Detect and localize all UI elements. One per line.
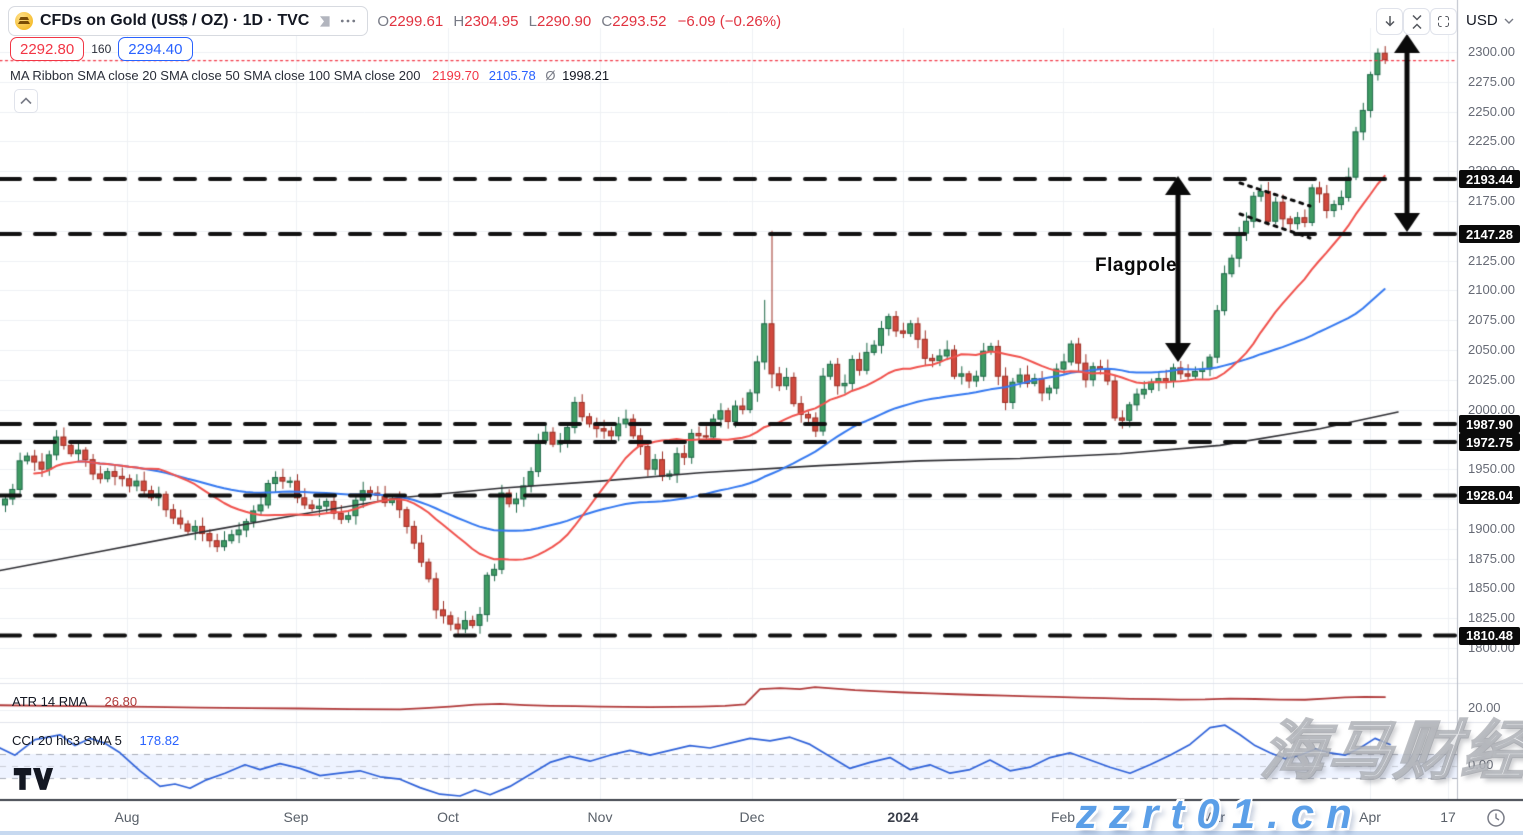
time-axis-tick: Oct [437,809,459,825]
price-level-badge[interactable]: 1810.48 [1459,626,1520,645]
price-axis-tick: 1875.00 [1468,550,1515,566]
price-axis-tick: 1950.00 [1468,461,1515,477]
time-axis-tick: Aug [114,809,140,825]
time-axis-tick: Feb [1050,809,1076,825]
flag-icon[interactable] [316,13,332,29]
price-axis-tick: 2125.00 [1468,252,1515,268]
price-level-badge[interactable]: 1972.75 [1459,433,1520,452]
time-axis-tick: Dec [739,809,765,825]
currency-label: USD [1466,12,1498,29]
avg-value: 1998.21 [562,68,610,83]
cci-axis-label: 0.00 [1468,757,1494,772]
sma50-value: 2105.78 [488,68,536,83]
high-label: H [453,12,465,30]
buy-button[interactable]: 2294.40 [118,37,193,61]
price-level-badge[interactable]: 2147.28 [1459,225,1520,244]
price-level-badge[interactable]: 1987.90 [1459,415,1520,434]
collapse-legend-button[interactable] [14,89,38,113]
sma20-value: 2199.70 [432,68,480,83]
open-label: O [377,12,389,30]
price-axis-tick: 2175.00 [1468,193,1515,208]
price-axis-tick: 2075.00 [1468,312,1515,328]
download-icon [1384,15,1395,27]
avg-symbol: Ø [545,68,556,83]
clock-icon[interactable] [1486,808,1506,828]
open-value: 2299.61 [389,12,444,30]
symbol-pill[interactable]: CFDs on Gold (US$ / OZ) · 1D · TVC [8,6,369,36]
symbol-title[interactable]: CFDs on Gold (US$ / OZ) · 1D · TVC [40,12,310,29]
price-axis-tick: 2225.00 [1468,133,1515,149]
price-axis-tick: 2050.00 [1468,342,1515,357]
time-axis-tick: 17 [1440,809,1456,825]
chevron-up-icon [20,97,32,105]
price-axis-tick: 2100.00 [1468,282,1515,298]
change-value: −6.09 (−0.26%) [677,12,782,30]
currency-dropdown[interactable]: USD [1466,12,1514,29]
spread-value: 160 [91,42,112,56]
watermark-cn: 海马财经 [1257,714,1523,788]
price-axis-tick: 2000.00 [1468,401,1515,417]
collapse-panes-button[interactable] [1403,8,1430,35]
symbol-legend-row: CFDs on Gold (US$ / OZ) · 1D · TVC O2299… [8,6,781,36]
bid-ask-row: 2292.80 160 2294.40 [10,37,193,61]
collapse-icon [1411,14,1422,29]
time-axis-tick: Sep [283,809,309,825]
atr-label: ATR 14 RMA [12,694,87,709]
time-axis-tick: 2024 [887,809,919,825]
time-axis-tick: Nov [587,809,613,825]
gold-coin-icon [15,12,33,30]
price-axis-tick: 2275.00 [1468,73,1515,89]
price-level-badge[interactable]: 1928.04 [1459,486,1520,505]
download-button[interactable] [1376,8,1403,35]
sell-button[interactable]: 2292.80 [10,37,85,61]
watermark-site: zzrt01.cn [1076,790,1364,835]
price-level-badge[interactable]: 2193.44 [1459,170,1520,189]
close-label: C [601,12,613,30]
price-axis-tick: 1825.00 [1468,610,1515,626]
time-axis-tick: Apr [1359,809,1381,825]
bottom-strip [0,831,1523,835]
atr-legend[interactable]: ATR 14 RMA 26.80 [12,694,137,709]
ohlc-readout: O2299.61 H2304.95 L2290.90 C2293.52 −6.0… [377,13,781,30]
fullscreen-icon [1438,16,1449,27]
price-axis-tick: 1900.00 [1468,520,1515,536]
chevron-down-icon [1504,18,1514,24]
atr-value: 26.80 [104,694,138,709]
tradingview-logo[interactable] [12,764,54,792]
ma-ribbon-legend[interactable]: MA Ribbon SMA close 20 SMA close 50 SMA … [10,68,609,83]
price-axis-tick: 2300.00 [1468,44,1515,59]
atr-axis-label: 20.00 [1468,700,1501,715]
cci-value: 178.82 [139,733,180,748]
time-axis-tick: Mar [1200,809,1226,825]
cci-legend[interactable]: CCI 20 hlc3 SMA 5 178.82 [12,733,179,748]
low-value: 2290.90 [537,12,592,30]
ma-ribbon-label: MA Ribbon SMA close 20 SMA close 50 SMA … [10,68,421,83]
high-value: 2304.95 [464,12,519,30]
cci-label: CCI 20 hlc3 SMA 5 [12,733,122,748]
more-options-icon[interactable] [339,13,357,29]
flagpole-annotation-label[interactable]: Flagpole [1095,255,1178,276]
price-axis-tick: 1850.00 [1468,580,1515,596]
close-value: 2293.52 [612,12,667,30]
fullscreen-button[interactable] [1430,8,1457,35]
low-label: L [528,12,537,30]
price-axis-tick: 2250.00 [1468,103,1515,119]
price-axis-tick: 2025.00 [1468,371,1515,387]
